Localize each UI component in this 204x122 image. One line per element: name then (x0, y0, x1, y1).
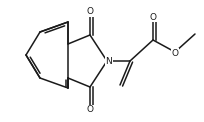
Text: O: O (86, 106, 93, 115)
Text: O: O (172, 49, 178, 57)
Text: O: O (86, 7, 93, 16)
Text: O: O (150, 12, 156, 21)
Text: N: N (106, 56, 112, 66)
